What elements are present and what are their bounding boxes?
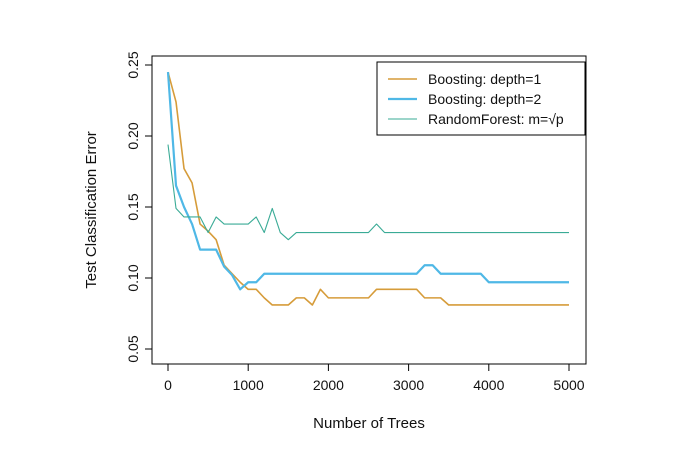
y-tick-label: 0.15	[125, 193, 141, 220]
y-tick-label: 0.20	[125, 122, 141, 149]
x-axis: 0 1000 2000 3000 4000 5000	[164, 363, 585, 393]
x-tick-label: 1000	[233, 377, 264, 393]
series-group	[166, 71, 569, 306]
legend-label-1: Boosting: depth=1	[428, 71, 541, 87]
legend-label-2: Boosting: depth=2	[428, 91, 541, 107]
legend: Boosting: depth=1 Boosting: depth=2 Random…	[376, 61, 586, 136]
series-line-1	[167, 71, 569, 306]
series-line-2	[166, 72, 569, 291]
y-axis-title: Test Classification Error	[83, 131, 100, 289]
x-axis-title: Number of Trees	[313, 415, 425, 432]
x-tick-label: 2000	[313, 377, 344, 393]
series-line-3	[167, 144, 569, 241]
y-tick-label: 0.05	[125, 335, 141, 362]
y-tick-label: 0.25	[125, 51, 141, 78]
y-tick-label: 0.10	[125, 264, 141, 291]
legend-label-3: RandomForest: m=√p	[428, 111, 564, 127]
x-tick-label: 3000	[393, 377, 424, 393]
y-axis: 0.05 0.10 0.15 0.20 0.25	[125, 51, 153, 363]
x-tick-label: 0	[164, 377, 172, 393]
x-tick-label: 4000	[473, 377, 504, 393]
x-tick-label: 5000	[553, 377, 584, 393]
